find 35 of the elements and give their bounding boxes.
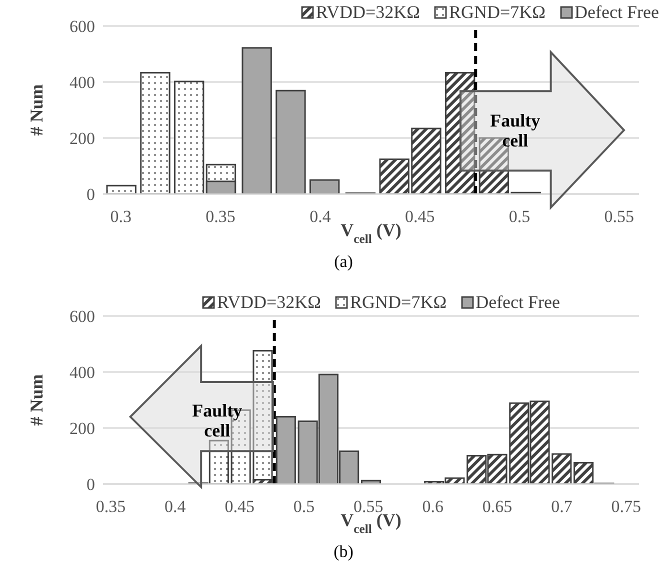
y-tick-label: 200 <box>70 419 95 438</box>
text: (a) <box>333 252 354 273</box>
legend-label: Defect Free <box>574 2 659 23</box>
legend-label: RGND=7KΩ <box>449 2 546 23</box>
legend-label: RVDD=32KΩ <box>216 292 322 313</box>
legend-label: RGND=7KΩ <box>350 292 447 313</box>
y-axis-title: # Num <box>26 374 46 426</box>
x-tick-label: 0.35 <box>96 497 126 516</box>
annotation: Faulty cell <box>490 110 540 150</box>
x-tick-label: 0.75 <box>611 497 641 516</box>
x-tick-label: 0.5 <box>293 497 315 516</box>
y-axis-title: # Num <box>26 84 46 136</box>
x-tick-label: 0.5 <box>508 207 530 226</box>
y-tick-label: 600 <box>70 307 95 326</box>
x-tick-label: 0.45 <box>224 497 254 516</box>
legend-label: Defect Free <box>476 292 560 313</box>
y-tick-label: 0 <box>86 475 95 494</box>
annotation: Faulty cell <box>192 400 242 440</box>
y-tick-label: 0 <box>86 185 95 204</box>
x-tick-label: 0.35 <box>206 207 236 226</box>
x-axis-title: V$_{cell}$ (V) <box>340 220 402 246</box>
y-tick-label: 200 <box>70 129 95 148</box>
x-tick-label: 0.65 <box>482 497 512 516</box>
x-tick-label: 0.45 <box>404 207 435 226</box>
y-tick-label: 600 <box>70 17 95 36</box>
text: (b) <box>332 542 354 563</box>
x-tick-label: 0.4 <box>164 497 186 516</box>
x-tick-label: 0.7 <box>551 497 573 516</box>
legend-label: RVDD=32KΩ <box>316 2 420 23</box>
x-tick-label: 0.3 <box>110 207 132 226</box>
y-tick-label: 400 <box>70 363 95 382</box>
x-tick-label: 0.4 <box>310 207 332 226</box>
x-tick-label: 0.6 <box>422 497 444 516</box>
y-tick-label: 400 <box>70 73 95 92</box>
x-tick-label: 0.55 <box>604 207 634 226</box>
